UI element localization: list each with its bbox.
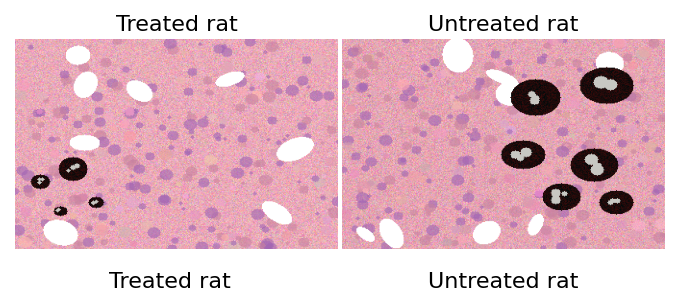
Title: Treated rat: Treated rat [116, 15, 237, 35]
Title: Untreated rat: Untreated rat [428, 15, 579, 35]
Text: Untreated rat: Untreated rat [428, 272, 579, 292]
Text: Treated rat: Treated rat [109, 272, 231, 292]
